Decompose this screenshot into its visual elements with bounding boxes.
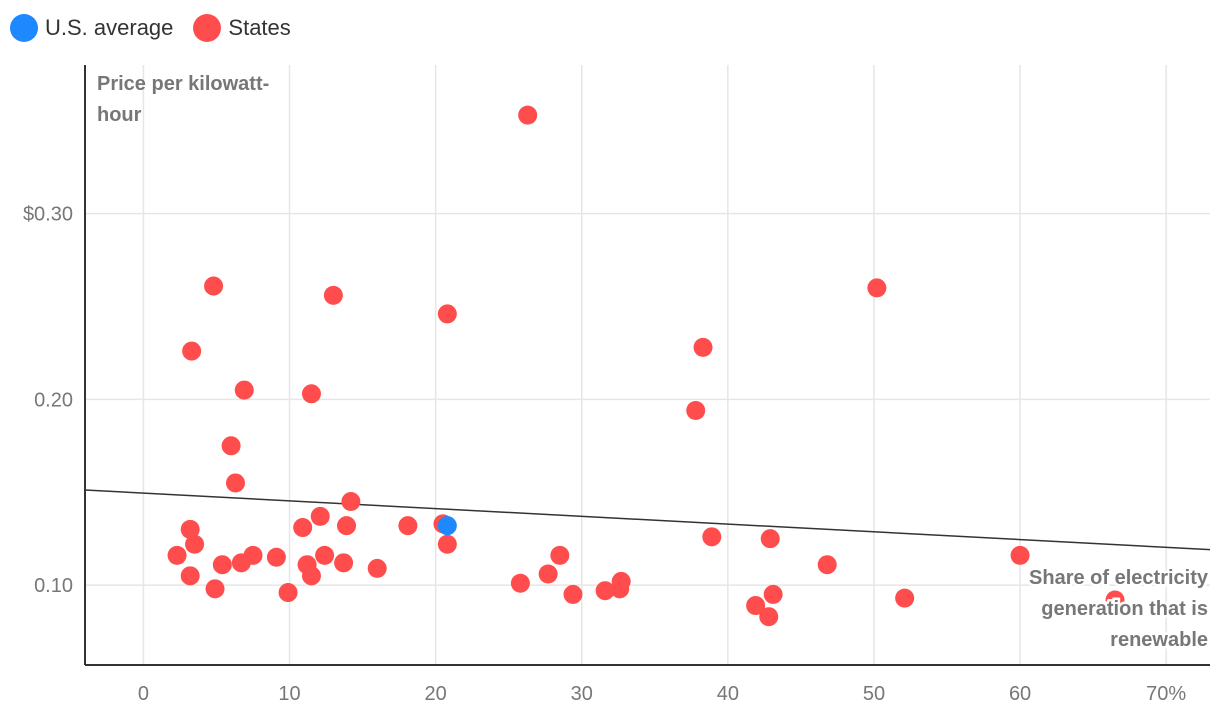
state-point (180, 519, 200, 539)
state-point (315, 545, 335, 565)
legend-label-states: States (228, 15, 291, 40)
x-tick-label: 0 (138, 683, 149, 705)
state-point (243, 545, 263, 565)
state-point (760, 529, 780, 549)
legend-swatch-us-average (10, 14, 38, 42)
state-point (693, 337, 713, 357)
x-tick-label: 40 (717, 683, 739, 705)
y-axis-title: Price per kilowatt- (97, 73, 269, 95)
state-point (763, 584, 783, 604)
state-point (221, 436, 241, 456)
state-point (518, 105, 538, 125)
y-axis-title: hour (97, 104, 142, 126)
state-point (225, 473, 245, 493)
us-average-point (437, 516, 457, 536)
state-point (817, 555, 837, 575)
x-axis-title: renewable (1110, 629, 1208, 651)
x-tick-label: 10 (278, 683, 300, 705)
x-axis-title: Share of electricity (1029, 567, 1209, 589)
legend-label-us-average: U.S. average (45, 15, 174, 40)
state-point (337, 516, 357, 536)
state-point (398, 516, 418, 536)
state-point (895, 588, 915, 608)
y-tick-label: 0.10 (34, 575, 73, 597)
x-tick-label: 30 (571, 683, 593, 705)
x-tick-label: 70% (1146, 683, 1186, 705)
state-point (185, 534, 205, 554)
state-point (301, 384, 321, 404)
legend-item-us-average[interactable]: U.S. average (10, 14, 173, 42)
x-axis-title: generation that is (1041, 598, 1208, 620)
state-point (746, 596, 766, 616)
state-point (310, 506, 330, 526)
state-point (204, 276, 224, 296)
grid (85, 65, 1210, 665)
state-point (205, 579, 225, 599)
state-point (437, 534, 457, 554)
state-point (212, 555, 232, 575)
state-point (293, 518, 313, 538)
trend-line (84, 489, 1211, 551)
state-point (611, 571, 631, 591)
state-point (1010, 545, 1030, 565)
x-tick-label: 20 (425, 683, 447, 705)
x-tick-label: 60 (1009, 683, 1031, 705)
state-point (341, 492, 361, 512)
state-point (759, 607, 779, 627)
state-point (563, 584, 583, 604)
state-point (301, 566, 321, 586)
state-point (1105, 590, 1125, 610)
points-layer (167, 105, 1125, 627)
state-point (367, 558, 387, 578)
state-point (180, 566, 200, 586)
state-point (538, 564, 558, 584)
state-point (278, 583, 298, 603)
state-point (686, 401, 706, 421)
state-point (234, 380, 254, 400)
state-point (167, 545, 187, 565)
state-point (550, 545, 570, 565)
state-point (182, 341, 202, 361)
legend-item-states[interactable]: States (193, 14, 291, 42)
state-point (334, 553, 354, 573)
legend-swatch-states (193, 14, 222, 42)
legend: U.S. average States (10, 14, 291, 42)
state-point (510, 573, 530, 593)
state-point (323, 285, 343, 305)
x-tick-label: 50 (863, 683, 885, 705)
labels-layer: 0 10 20 30 40 50 60 70% 0.10 0.20 $0.30 Price per k… (23, 73, 1211, 705)
state-point (595, 581, 615, 601)
y-tick-label: 0.20 (34, 389, 73, 411)
y-tick-label: $0.30 (23, 204, 73, 226)
state-point (702, 527, 722, 547)
axes (84, 65, 1210, 666)
state-point (867, 278, 887, 298)
trend-layer (84, 489, 1211, 551)
state-point (437, 304, 457, 324)
state-point (266, 547, 286, 567)
